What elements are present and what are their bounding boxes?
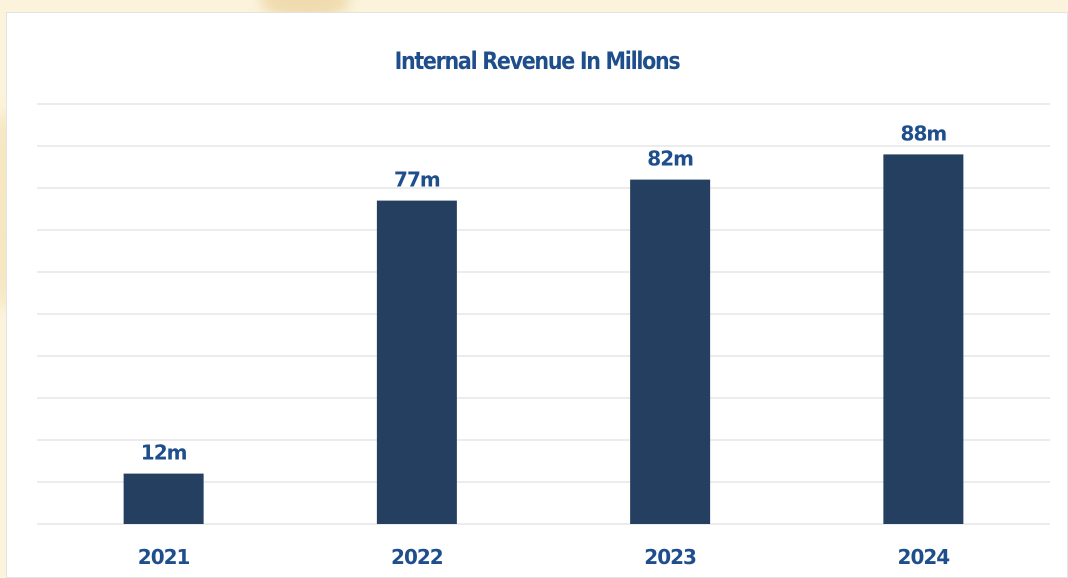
bar-2021 [123,473,204,524]
bar-2024 [883,154,964,524]
x-tick-label-2022: 2022 [391,545,443,569]
x-tick-label-2021: 2021 [138,545,190,569]
data-label-2024: 88m [901,121,947,145]
data-label-2023: 82m [647,147,693,171]
x-tick-label-2024: 2024 [898,545,950,569]
chart-title: Internal Revenue In Millons [394,47,681,75]
bar-2022 [376,200,457,524]
data-label-2021: 12m [141,441,187,465]
data-label-2022: 77m [394,168,440,192]
bar-2023 [630,179,711,524]
x-tick-label-2023: 2023 [644,545,696,569]
